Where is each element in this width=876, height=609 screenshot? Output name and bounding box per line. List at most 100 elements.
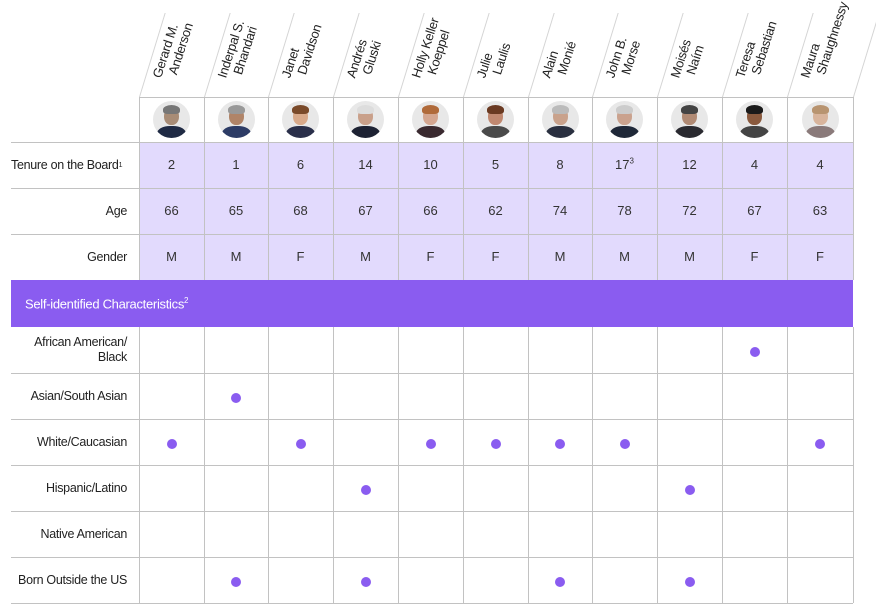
director-name: Inderpal S. Bhandari — [214, 18, 260, 84]
gender-value: M — [554, 249, 566, 264]
gender-value: M — [684, 249, 695, 264]
tenure-value: 4 — [816, 157, 824, 172]
row-label: Gender — [11, 234, 127, 280]
tenure-value: 2 — [167, 157, 176, 172]
col-divider — [592, 327, 593, 603]
col-divider — [592, 97, 593, 280]
director-photo — [477, 101, 514, 138]
director-photo-cell — [268, 97, 333, 142]
gender-value: M — [619, 249, 630, 264]
characteristic-label-text: Hispanic/Latino — [46, 480, 127, 495]
col-divider — [204, 97, 205, 280]
director-photo — [153, 101, 190, 138]
age-value: 74 — [552, 203, 568, 218]
characteristic-label: Native American — [11, 511, 127, 557]
director-name: Moisés Naím — [667, 38, 707, 84]
col-divider — [268, 327, 269, 603]
tenure-value: 10 — [423, 157, 438, 172]
age-value: 66 — [423, 203, 438, 218]
col-divider — [268, 97, 269, 280]
row-divider — [11, 373, 853, 374]
age-value: 66 — [164, 203, 179, 218]
characteristic-dot — [295, 439, 306, 449]
footnote-marker: 3 — [629, 156, 634, 166]
director-name: Julie Laulis — [473, 37, 513, 84]
director-photo — [412, 101, 449, 138]
gender-value: F — [296, 249, 305, 264]
director-photo-cell — [722, 97, 787, 142]
tenure-value: 5 — [491, 157, 500, 172]
director-photo-cell — [398, 97, 463, 142]
director-photo-cell — [463, 97, 528, 142]
characteristic-dot — [166, 439, 177, 449]
row-divider — [11, 234, 853, 235]
director-photo — [217, 101, 255, 138]
age-value: 65 — [228, 203, 244, 218]
characteristic-label-text: Asian/South Asian — [30, 388, 128, 403]
characteristic-label: Born Outside the US — [11, 557, 127, 603]
characteristic-label: African American/Black — [11, 327, 127, 373]
gender-value: M — [166, 249, 177, 264]
director-photo-cell — [787, 97, 853, 142]
characteristic-dot — [360, 577, 371, 587]
col-divider — [787, 97, 788, 280]
row-divider — [11, 557, 853, 558]
director-photo-cell — [592, 97, 657, 142]
section-banner — [11, 280, 853, 327]
col-divider — [722, 97, 723, 280]
gender-value: F — [750, 249, 759, 264]
characteristic-dot — [684, 577, 695, 587]
col-divider — [333, 327, 334, 603]
director-photo — [671, 101, 708, 138]
tenure-value: 12 — [682, 157, 697, 172]
row-label-text: Tenure on the Board — [11, 158, 119, 172]
characteristic-dot — [555, 439, 565, 449]
age-value: 72 — [682, 203, 697, 218]
section-title: Self-identified Characteristics2 — [25, 296, 189, 312]
director-photo-cell — [204, 97, 268, 142]
col-divider — [398, 97, 399, 280]
age-value: 63 — [812, 203, 828, 218]
col-divider — [722, 327, 723, 603]
characteristic-label-text: African American/ — [34, 335, 127, 349]
director-photo — [736, 101, 773, 138]
characteristic-dot — [425, 439, 436, 449]
age-value: 67 — [747, 203, 762, 218]
characteristic-dot — [619, 439, 630, 449]
col-divider — [528, 97, 529, 280]
characteristic-label: Hispanic/Latino — [11, 465, 127, 511]
characteristic-label: White/Caucasian — [11, 419, 127, 465]
characteristic-dot — [231, 393, 241, 403]
characteristic-dot — [684, 485, 695, 495]
col-divider — [657, 327, 658, 603]
characteristic-label-text: Native American — [40, 526, 127, 541]
col-divider — [398, 327, 399, 603]
gender-value: F — [491, 249, 500, 264]
age-value: 62 — [488, 203, 503, 218]
characteristic-dot — [231, 577, 241, 587]
row-label: Age — [11, 188, 128, 234]
characteristic-label: Asian/South Asian — [11, 373, 128, 419]
director-name: Janet Davidson — [278, 18, 324, 84]
director-photo — [606, 101, 643, 138]
gender-value: F — [816, 249, 824, 264]
row-label-text: Gender — [87, 250, 127, 264]
col-divider — [787, 327, 788, 603]
director-photo-cell — [657, 97, 722, 142]
col-divider — [853, 327, 854, 603]
characteristic-dot — [749, 347, 760, 357]
director-name: Holly Keller Koeppel — [408, 16, 455, 84]
row-divider — [11, 603, 853, 604]
row-divider — [11, 188, 853, 189]
col-divider — [463, 97, 464, 280]
director-photo-cell — [528, 97, 592, 142]
col-divider — [657, 97, 658, 280]
characteristic-dot — [360, 485, 371, 495]
col-divider — [139, 97, 140, 280]
director-photo — [347, 101, 384, 138]
col-divider — [463, 327, 464, 603]
col-divider — [139, 327, 140, 603]
director-photo-cell — [333, 97, 398, 142]
tenure-value: 1 — [232, 157, 240, 172]
